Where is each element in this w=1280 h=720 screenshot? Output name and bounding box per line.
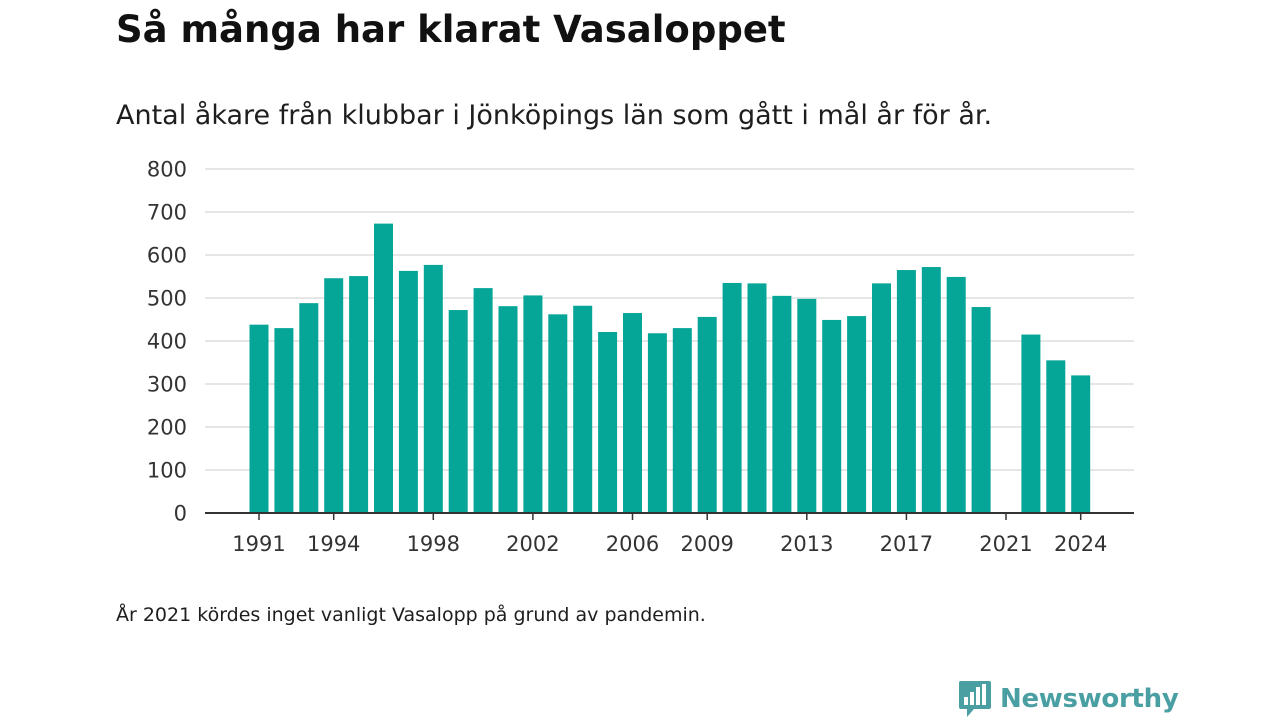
bar-2004[interactable] <box>573 305 593 513</box>
bar-2003[interactable] <box>548 314 568 513</box>
bar-2001[interactable] <box>498 306 518 513</box>
bar-1994[interactable] <box>324 278 344 513</box>
y-tick-label: 0 <box>174 502 187 526</box>
bar-1991[interactable] <box>249 324 269 513</box>
x-tick-label: 2002 <box>506 532 559 556</box>
x-tick-label: 1998 <box>407 532 460 556</box>
newsworthy-logo-icon <box>959 681 991 717</box>
bar-chart: 0 100 200 300 400 500 600 700 800 1991 1994 1998 20… <box>147 158 1134 556</box>
x-tick-label: 1994 <box>307 532 360 556</box>
bar-2002[interactable] <box>523 295 543 513</box>
bar-2020[interactable] <box>971 307 991 513</box>
bar-2006[interactable] <box>623 313 642 513</box>
bar-2018[interactable] <box>921 267 941 513</box>
bar-2000[interactable] <box>473 288 493 513</box>
bar-2013[interactable] <box>797 298 817 513</box>
chart-title: Så många har klarat Vasaloppet <box>116 8 786 51</box>
bar-2011[interactable] <box>747 283 767 513</box>
x-tick-label: 2006 <box>606 532 659 556</box>
bar-1995[interactable] <box>349 276 369 513</box>
bar-2024[interactable] <box>1071 375 1091 513</box>
bar-1997[interactable] <box>398 270 418 513</box>
bar-2007[interactable] <box>647 333 667 513</box>
bar-1993[interactable] <box>299 303 319 513</box>
y-tick-label: 500 <box>147 287 187 311</box>
y-axis: 0 100 200 300 400 500 600 700 800 <box>147 158 187 526</box>
bar-2019[interactable] <box>946 276 966 513</box>
chart-subtitle: Antal åkare från klubbar i Jönköpings lä… <box>116 100 993 131</box>
bar-1998[interactable] <box>423 264 443 513</box>
bar-2015[interactable] <box>847 316 867 513</box>
y-tick-label: 100 <box>147 459 187 483</box>
x-tick-label: 2024 <box>1054 532 1107 556</box>
bar-2005[interactable] <box>598 331 618 513</box>
y-tick-label: 200 <box>147 416 187 440</box>
bar-2014[interactable] <box>822 319 842 513</box>
x-axis: 1991 1994 1998 2002 2006 2009 2013 2017 2021 2024 <box>205 512 1134 556</box>
x-tick-label: 2021 <box>979 532 1032 556</box>
y-tick-label: 700 <box>147 201 187 225</box>
bar-2016[interactable] <box>872 283 891 513</box>
bar-2009[interactable] <box>697 316 717 513</box>
bar-1999[interactable] <box>448 310 468 513</box>
bar-2012[interactable] <box>772 295 792 513</box>
chart-footnote: År 2021 kördes inget vanligt Vasalopp på… <box>116 604 706 626</box>
newsworthy-brand[interactable]: Newsworthy <box>958 680 1179 718</box>
y-tick-label: 800 <box>147 158 187 182</box>
x-tick-label: 2013 <box>780 532 833 556</box>
bar-2022[interactable] <box>1021 334 1041 513</box>
x-tick-label: 2009 <box>680 532 733 556</box>
bar-2010[interactable] <box>722 282 742 513</box>
bar-1992[interactable] <box>274 328 294 513</box>
x-tick-label: 2017 <box>880 532 933 556</box>
bar-1996[interactable] <box>374 223 393 514</box>
chart-gridlines <box>205 168 1134 471</box>
y-tick-label: 400 <box>147 330 187 354</box>
chart-bars <box>249 223 1091 514</box>
y-tick-label: 600 <box>147 244 187 268</box>
x-tick-label: 1991 <box>232 532 285 556</box>
bar-2008[interactable] <box>672 328 692 513</box>
brand-name: Newsworthy <box>1000 684 1179 714</box>
y-tick-label: 300 <box>147 373 187 397</box>
bar-2017[interactable] <box>896 270 916 513</box>
bar-2023[interactable] <box>1046 360 1066 513</box>
